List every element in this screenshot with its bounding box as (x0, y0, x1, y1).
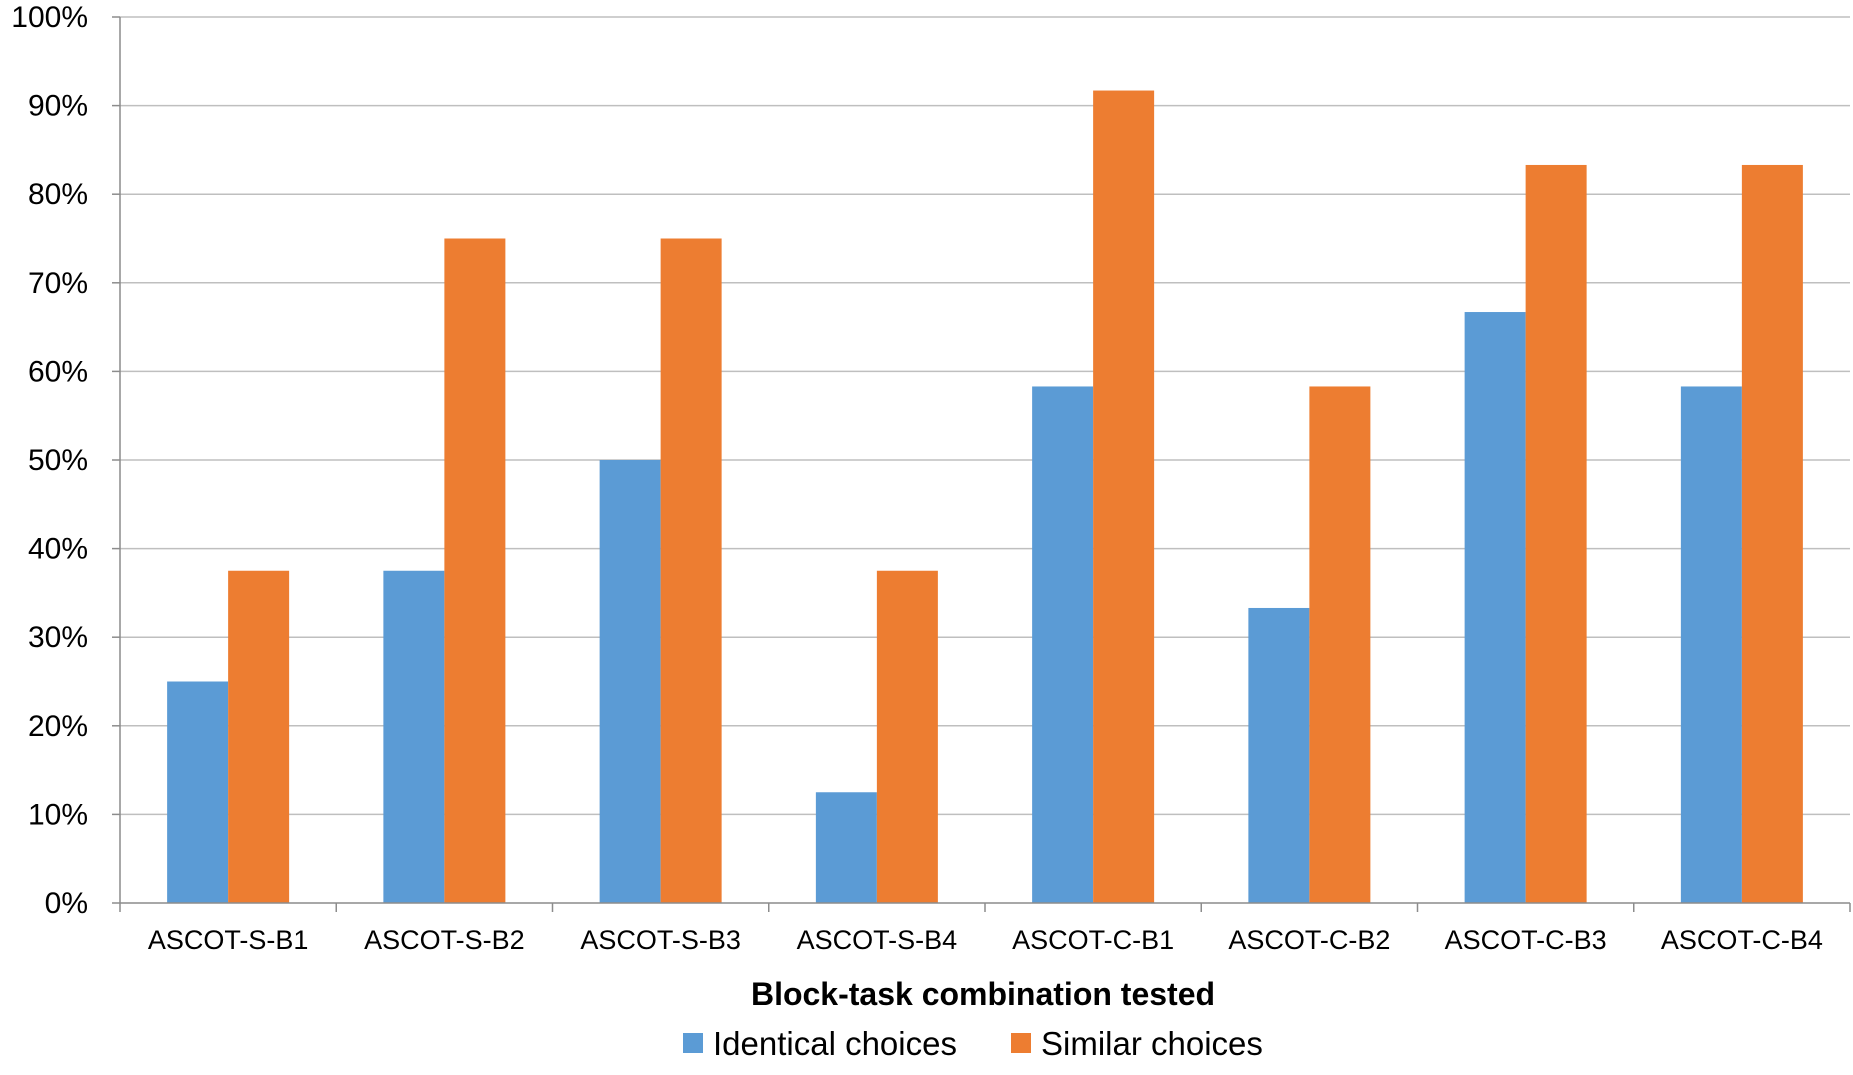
bar-similar-ascot-s-b1 (228, 570, 290, 903)
legend-swatch-identical (683, 1033, 703, 1053)
legend-label-similar: Similar choices (1041, 1025, 1263, 1062)
y-tick-label: 60% (28, 355, 88, 388)
bar-identical-ascot-c-b2 (1248, 607, 1310, 903)
x-category-label: ASCOT-C-B2 (1228, 925, 1390, 955)
y-tick-label: 80% (28, 178, 88, 211)
y-tick-label: 70% (28, 267, 88, 300)
y-tick-label: 90% (28, 90, 88, 123)
legend-swatch-similar (1011, 1033, 1031, 1053)
x-category-label: ASCOT-S-B1 (148, 925, 309, 955)
gridlines (120, 16, 1850, 816)
x-category-label: ASCOT-S-B3 (580, 925, 741, 955)
axes (112, 16, 1851, 912)
y-tick-labels: 0% 10% 20% 30% 40% 50% 60% 70% 80% 90% 100% (11, 1, 88, 920)
x-axis-title: Block-task combination tested (751, 976, 1215, 1012)
bar-identical-ascot-c-b3 (1464, 312, 1526, 904)
x-category-labels: ASCOT-S-B1 ASCOT-S-B2 ASCOT-S-B3 ASCOT-S-B4… (148, 925, 1823, 955)
y-tick-label: 20% (28, 710, 88, 743)
y-tick-label: 40% (28, 533, 88, 566)
y-tick-label: 0% (45, 887, 88, 920)
x-category-label: ASCOT-C-B1 (1012, 925, 1174, 955)
bar-similar-ascot-s-b2 (444, 238, 506, 903)
bars (167, 90, 1803, 904)
x-category-label: ASCOT-C-B4 (1661, 925, 1823, 955)
bar-identical-ascot-s-b1 (167, 681, 229, 903)
bar-similar-ascot-c-b3 (1525, 164, 1587, 903)
bar-identical-ascot-c-b4 (1680, 386, 1742, 903)
bar-identical-ascot-s-b3 (599, 460, 661, 903)
y-tick-label: 10% (28, 798, 88, 831)
bar-similar-ascot-c-b1 (1093, 90, 1155, 903)
bar-similar-ascot-s-b4 (876, 570, 938, 903)
bar-identical-ascot-s-b2 (383, 570, 445, 903)
legend-label-identical: Identical choices (713, 1025, 957, 1062)
bar-similar-ascot-s-b3 (660, 238, 722, 903)
bar-identical-ascot-s-b4 (815, 792, 877, 903)
bar-identical-ascot-c-b1 (1032, 386, 1094, 903)
x-category-label: ASCOT-S-B2 (364, 925, 525, 955)
y-tick-label: 100% (11, 1, 88, 34)
y-tick-label: 30% (28, 621, 88, 654)
x-category-label: ASCOT-C-B3 (1445, 925, 1607, 955)
y-tick-label: 50% (28, 444, 88, 477)
bar-similar-ascot-c-b2 (1309, 386, 1371, 903)
legend: Identical choices Similar choices (683, 1025, 1263, 1062)
bar-similar-ascot-c-b4 (1741, 164, 1803, 903)
x-category-label: ASCOT-S-B4 (797, 925, 958, 955)
